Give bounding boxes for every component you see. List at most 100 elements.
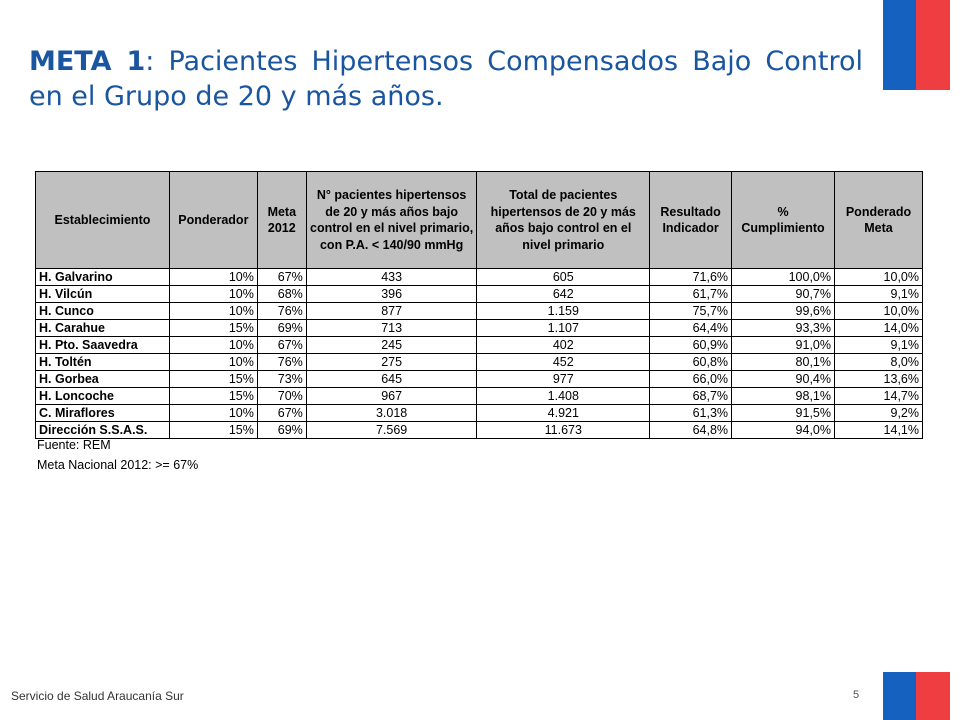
cell-ponderado-meta: 14,0%	[834, 319, 923, 337]
cell-cumplimiento: 91,5%	[731, 404, 835, 422]
cell-ponderador: 10%	[168, 404, 258, 422]
cell-ponderador: 15%	[168, 319, 258, 337]
table-body: H. Galvarino 10% 67% 433 605 71,6% 100,0% 10,0%…	[35, 268, 923, 439]
cell-meta: 67%	[256, 268, 307, 286]
cell-pacientes-compensados: 245	[305, 336, 478, 354]
cell-resultado: 64,4%	[649, 319, 733, 337]
cell-total-pacientes: 977	[476, 370, 651, 388]
cell-resultado: 75,7%	[649, 302, 733, 320]
cell-meta: 76%	[256, 302, 307, 320]
cell-ponderado-meta: 8,0%	[834, 353, 923, 371]
col-header-ponderador: Ponderador	[168, 171, 258, 269]
cell-establecimiento: Dirección S.S.A.S.	[35, 421, 170, 439]
cell-ponderador: 10%	[168, 336, 258, 354]
cell-cumplimiento: 91,0%	[731, 336, 835, 354]
results-table: Establecimiento Ponderador Meta 2012 N° …	[35, 171, 923, 439]
cell-meta: 69%	[256, 421, 307, 439]
table-row: H. Vilcún 10% 68% 396 642 61,7% 90,7% 9,1%	[35, 285, 923, 303]
cell-pacientes-compensados: 877	[305, 302, 478, 320]
national-goal-note: Meta Nacional 2012: >= 67%	[37, 458, 199, 472]
flag-decoration-bottom	[883, 672, 950, 720]
cell-establecimiento: H. Vilcún	[35, 285, 170, 303]
cell-resultado: 68,7%	[649, 387, 733, 405]
flag-red-stripe	[916, 0, 950, 90]
cell-pacientes-compensados: 967	[305, 387, 478, 405]
flag-decoration-top	[883, 0, 950, 90]
cell-pacientes-compensados: 275	[305, 353, 478, 371]
cell-ponderador: 10%	[168, 285, 258, 303]
cell-ponderador: 10%	[168, 268, 258, 286]
footer-organization: Servicio de Salud Araucanía Sur	[11, 689, 184, 703]
cell-ponderado-meta: 14,7%	[834, 387, 923, 405]
cell-total-pacientes: 452	[476, 353, 651, 371]
cell-cumplimiento: 90,4%	[731, 370, 835, 388]
col-header-establecimiento: Establecimiento	[35, 171, 170, 269]
page-number: 5	[853, 689, 860, 701]
cell-total-pacientes: 11.673	[476, 421, 651, 439]
cell-establecimiento: H. Carahue	[35, 319, 170, 337]
cell-establecimiento: C. Miraflores	[35, 404, 170, 422]
cell-cumplimiento: 99,6%	[731, 302, 835, 320]
cell-total-pacientes: 605	[476, 268, 651, 286]
cell-ponderador: 15%	[168, 387, 258, 405]
cell-ponderado-meta: 14,1%	[834, 421, 923, 439]
flag-red-stripe	[916, 672, 950, 720]
cell-resultado: 60,9%	[649, 336, 733, 354]
cell-total-pacientes: 1.159	[476, 302, 651, 320]
cell-resultado: 71,6%	[649, 268, 733, 286]
cell-pacientes-compensados: 3.018	[305, 404, 478, 422]
table-row: Dirección S.S.A.S. 15% 69% 7.569 11.673 64,8%…	[35, 421, 923, 439]
cell-establecimiento: H. Galvarino	[35, 268, 170, 286]
table-row: H. Pto. Saavedra 10% 67% 245 402 60,9% 91,0% 9,…	[35, 336, 923, 354]
cell-ponderador: 15%	[168, 421, 258, 439]
cell-ponderador: 10%	[168, 302, 258, 320]
col-header-cumplimiento: % Cumplimiento	[731, 171, 835, 269]
cell-total-pacientes: 1.107	[476, 319, 651, 337]
col-header-pacientes-compensados: N° pacientes hipertensos de 20 y más año…	[305, 171, 478, 269]
cell-establecimiento: H. Toltén	[35, 353, 170, 371]
cell-pacientes-compensados: 713	[305, 319, 478, 337]
table-row: H. Galvarino 10% 67% 433 605 71,6% 100,0% 10,0%	[35, 268, 923, 286]
cell-cumplimiento: 80,1%	[731, 353, 835, 371]
cell-cumplimiento: 90,7%	[731, 285, 835, 303]
flag-blue-stripe	[883, 0, 916, 90]
table-row: H. Carahue 15% 69% 713 1.107 64,4% 93,3% 14,0%	[35, 319, 923, 337]
source-note: Fuente: REM	[37, 438, 111, 452]
cell-ponderado-meta: 10,0%	[834, 302, 923, 320]
cell-pacientes-compensados: 396	[305, 285, 478, 303]
cell-total-pacientes: 402	[476, 336, 651, 354]
cell-establecimiento: H. Cunco	[35, 302, 170, 320]
cell-establecimiento: H. Pto. Saavedra	[35, 336, 170, 354]
cell-resultado: 66,0%	[649, 370, 733, 388]
cell-ponderador: 10%	[168, 353, 258, 371]
cell-ponderado-meta: 9,2%	[834, 404, 923, 422]
cell-resultado: 60,8%	[649, 353, 733, 371]
cell-ponderado-meta: 13,6%	[834, 370, 923, 388]
cell-meta: 67%	[256, 336, 307, 354]
cell-pacientes-compensados: 645	[305, 370, 478, 388]
cell-ponderado-meta: 9,1%	[834, 285, 923, 303]
col-header-ponderado-meta: Ponderado Meta	[834, 171, 923, 269]
title-bold-part: META 1	[29, 46, 146, 77]
cell-meta: 73%	[256, 370, 307, 388]
cell-total-pacientes: 642	[476, 285, 651, 303]
cell-cumplimiento: 94,0%	[731, 421, 835, 439]
table-row: H. Cunco 10% 76% 877 1.159 75,7% 99,6% 10,0%	[35, 302, 923, 320]
cell-pacientes-compensados: 7.569	[305, 421, 478, 439]
title-rest: : Pacientes Hipertensos Compensados Bajo…	[29, 46, 864, 112]
cell-establecimiento: H. Loncoche	[35, 387, 170, 405]
table-row: H. Toltén 10% 76% 275 452 60,8% 80,1% 8,0%	[35, 353, 923, 371]
cell-meta: 76%	[256, 353, 307, 371]
cell-cumplimiento: 93,3%	[731, 319, 835, 337]
cell-ponderado-meta: 10,0%	[834, 268, 923, 286]
cell-resultado: 64,8%	[649, 421, 733, 439]
cell-meta: 70%	[256, 387, 307, 405]
cell-meta: 68%	[256, 285, 307, 303]
cell-resultado: 61,3%	[649, 404, 733, 422]
cell-pacientes-compensados: 433	[305, 268, 478, 286]
slide-title: META 1: Pacientes Hipertensos Compensado…	[29, 44, 863, 114]
cell-total-pacientes: 4.921	[476, 404, 651, 422]
cell-cumplimiento: 98,1%	[731, 387, 835, 405]
cell-cumplimiento: 100,0%	[731, 268, 835, 286]
table-row: H. Gorbea 15% 73% 645 977 66,0% 90,4% 13,6%	[35, 370, 923, 388]
